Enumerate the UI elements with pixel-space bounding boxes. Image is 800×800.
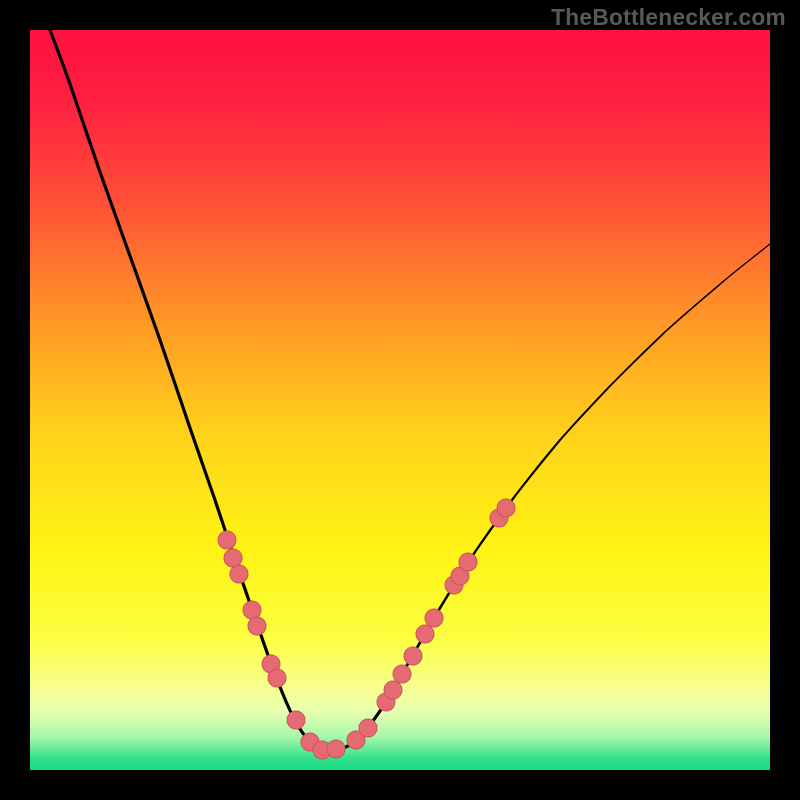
data-marker [404, 647, 422, 665]
chart-stage: TheBottlenecker.com [0, 0, 800, 800]
chart-svg [0, 0, 800, 800]
plot-background [30, 30, 770, 770]
data-marker [224, 549, 242, 567]
data-marker [384, 681, 402, 699]
data-marker [218, 531, 236, 549]
watermark-text: TheBottlenecker.com [551, 4, 786, 31]
data-marker [248, 617, 266, 635]
data-marker [416, 625, 434, 643]
data-marker [327, 740, 345, 758]
data-marker [243, 601, 261, 619]
data-marker [425, 609, 443, 627]
data-marker [268, 669, 286, 687]
data-marker [230, 565, 248, 583]
data-marker [393, 665, 411, 683]
data-marker [459, 553, 477, 571]
data-marker [497, 499, 515, 517]
data-marker [287, 711, 305, 729]
data-marker [359, 719, 377, 737]
